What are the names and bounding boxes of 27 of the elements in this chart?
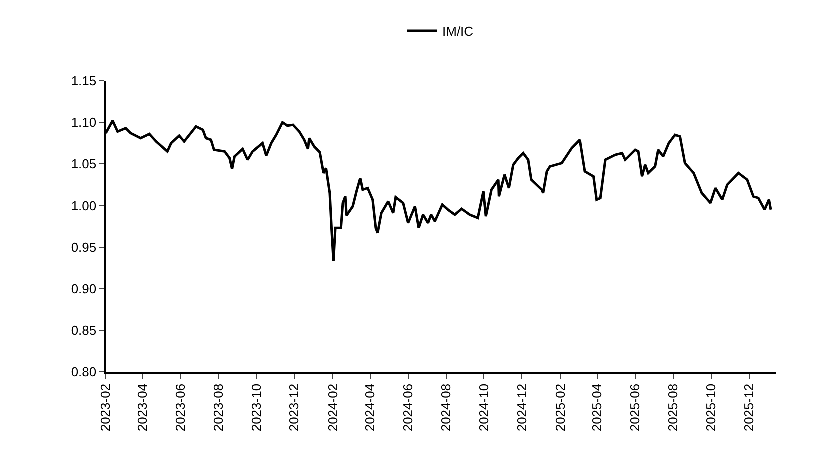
y-tick-label: 0.90 <box>71 281 97 296</box>
y-tick-label: 1.10 <box>71 115 97 130</box>
x-tick-label: 2024-12 <box>514 384 530 432</box>
y-tick-label: 0.85 <box>71 322 97 338</box>
x-tick-label: 2025-04 <box>590 384 605 432</box>
x-tick-label: 2023-12 <box>286 384 302 432</box>
x-tick-label: 2024-02 <box>325 384 340 432</box>
x-tick-label: 2023-04 <box>134 384 150 432</box>
x-tick-label: 2024-10 <box>476 384 492 432</box>
y-tick-label: 1.15 <box>71 74 97 89</box>
x-tick-label: 2025-10 <box>704 384 719 432</box>
x-tick-label: 2023-08 <box>210 384 226 432</box>
x-tick-label: 2025-08 <box>666 384 681 432</box>
x-tick-label: 2024-08 <box>438 384 454 432</box>
y-tick-label: 1.00 <box>71 198 97 214</box>
x-tick-label: 2025-12 <box>741 384 756 432</box>
y-tick-label: 0.80 <box>71 364 97 380</box>
y-tick-label: 1.05 <box>71 156 97 172</box>
x-tick-label: 2023-06 <box>172 384 188 432</box>
x-tick-label: 2024-04 <box>362 384 378 432</box>
x-tick-label: 2025-06 <box>628 384 643 432</box>
legend-label: IM/IC <box>442 24 474 40</box>
x-tick-label: 2024-06 <box>400 384 416 432</box>
y-tick-label: 0.95 <box>71 240 97 255</box>
x-tick-label: 2023-10 <box>248 384 264 432</box>
x-tick-label: 2025-02 <box>552 384 568 432</box>
x-tick-label: 2023-02 <box>98 384 114 432</box>
